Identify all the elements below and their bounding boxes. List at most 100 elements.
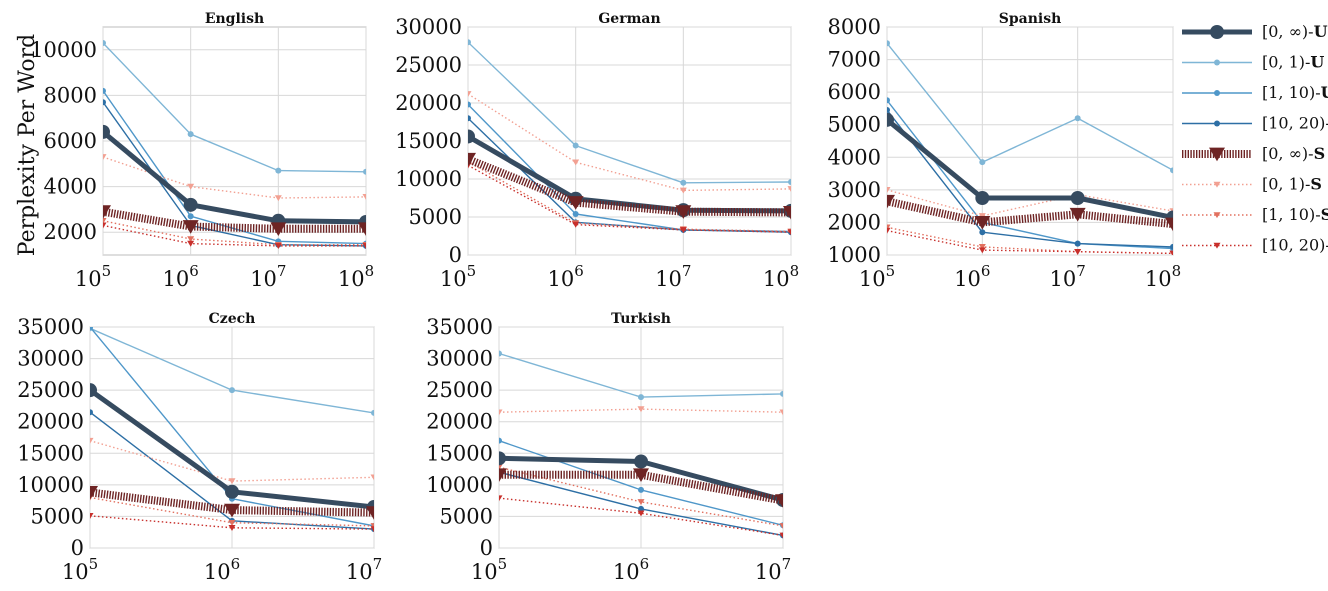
x-tick-label: 105 — [859, 262, 895, 291]
data-point — [228, 478, 236, 485]
x-tick-label: 106 — [204, 555, 240, 584]
series-0-inf-s — [887, 194, 1173, 232]
series-10-20-s — [887, 227, 1173, 255]
data-point — [499, 464, 503, 471]
x-tick-label: 106 — [548, 262, 584, 291]
data-point — [182, 220, 199, 234]
y-tick-label: 15000 — [426, 441, 493, 465]
data-point — [979, 159, 986, 166]
legend-label: [0, 1)-U — [1262, 53, 1324, 72]
legend-item-10-20-s: [10, 20)-S — [1182, 236, 1328, 255]
legend-marker — [1214, 90, 1220, 96]
y-tick-label: 2000 — [44, 220, 97, 244]
y-tick-label: 10000 — [426, 473, 493, 497]
data-point — [978, 244, 986, 251]
data-point — [90, 486, 98, 500]
plot-area — [886, 26, 1174, 256]
x-tick-label: 106 — [954, 262, 990, 291]
series-0-1-s — [103, 154, 366, 202]
data-point — [103, 154, 107, 161]
legend-label: [10, 20)-S — [1262, 236, 1328, 255]
data-point — [779, 409, 783, 416]
y-tick-label: 10000 — [395, 167, 462, 191]
data-point — [229, 387, 235, 394]
series-line — [103, 220, 366, 246]
x-tick-label: 107 — [655, 262, 691, 291]
data-point — [499, 468, 507, 482]
legend-label: [1, 10)-U — [1262, 83, 1328, 102]
data-point — [1169, 250, 1173, 255]
data-point — [370, 474, 374, 481]
data-point — [675, 205, 692, 219]
x-tick-label: 105 — [75, 262, 111, 291]
data-point — [887, 40, 890, 47]
y-tick-label: 35000 — [17, 315, 84, 339]
y-tick-label: 15000 — [395, 129, 462, 153]
data-point — [468, 91, 472, 98]
y-tick-label: 6000 — [44, 129, 97, 153]
data-point — [572, 159, 580, 166]
data-point — [90, 437, 94, 444]
x-tick-label: 108 — [1145, 262, 1181, 291]
data-point — [187, 236, 195, 243]
x-tick-label: 108 — [763, 262, 799, 291]
y-axis-label: Perplexity Per Word — [15, 34, 40, 257]
panel-title: Spanish — [999, 11, 1062, 27]
series-0-inf-u — [103, 124, 366, 229]
data-point — [887, 194, 895, 209]
legend-marker — [1213, 181, 1221, 188]
series-line — [468, 164, 791, 233]
data-point — [499, 451, 506, 466]
data-point — [572, 210, 579, 217]
data-point — [275, 167, 282, 174]
y-tick-label: 25000 — [395, 53, 462, 77]
data-point — [779, 532, 783, 539]
data-point — [572, 142, 579, 149]
panel-title: Czech — [209, 311, 256, 327]
data-point — [468, 39, 471, 46]
x-tick-label: 107 — [755, 555, 791, 584]
x-tick-label: 108 — [338, 262, 374, 291]
series-line — [887, 109, 1173, 248]
data-point — [1074, 115, 1081, 122]
data-point — [783, 206, 791, 220]
legend-label: [0, ∞)-U — [1262, 22, 1328, 41]
data-point — [270, 222, 287, 236]
data-point — [567, 196, 584, 210]
data-point — [638, 486, 644, 493]
data-point — [1074, 240, 1081, 247]
data-point — [468, 101, 471, 108]
data-point — [187, 240, 195, 247]
data-point — [679, 227, 687, 234]
series-layer — [103, 39, 366, 250]
data-point — [468, 115, 471, 122]
y-tick-label: 15000 — [17, 441, 84, 465]
data-point — [274, 195, 282, 202]
y-tick-label: 10000 — [17, 473, 84, 497]
data-point — [633, 468, 649, 482]
x-tick-label: 105 — [440, 262, 476, 291]
legend-marker — [1214, 120, 1220, 127]
y-tick-label: 25000 — [426, 378, 493, 402]
data-point — [779, 523, 783, 530]
data-point — [788, 179, 791, 186]
data-point — [224, 503, 240, 518]
data-point — [637, 510, 645, 517]
data-point — [187, 213, 194, 220]
legend-item-0-inf-s: [0, ∞)-S — [1182, 144, 1325, 163]
data-point — [978, 247, 986, 254]
y-tick-label: 30000 — [426, 347, 493, 371]
data-point — [787, 229, 791, 236]
series-layer — [499, 350, 783, 539]
data-point — [103, 99, 106, 106]
series-10-20-s — [499, 495, 783, 539]
series-0-1-s — [499, 406, 783, 416]
y-tick-label: 3000 — [828, 178, 881, 202]
legend-item-0-1-u: [0, 1)-U — [1182, 53, 1324, 72]
y-tick-label: 5000 — [409, 205, 462, 229]
data-point — [358, 222, 366, 236]
y-tick-label: 6000 — [828, 80, 881, 104]
data-point — [225, 484, 239, 499]
series-line — [103, 207, 366, 233]
